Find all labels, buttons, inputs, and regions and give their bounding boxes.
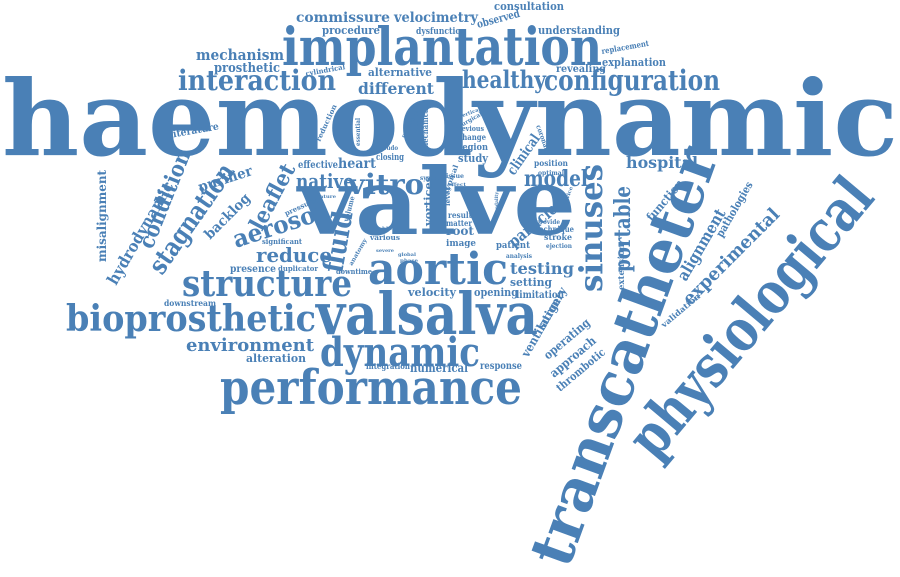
word-optimal: optimal (538, 170, 565, 177)
word-velocity: velocity (407, 286, 457, 299)
word-downtime: downtime (336, 267, 373, 276)
word-nature: nature (316, 194, 336, 200)
word-configuration: configuration (544, 64, 720, 97)
word-response: response (480, 361, 522, 372)
word-interaction: interaction (178, 64, 336, 97)
word-root: root (446, 224, 474, 238)
word-replacement: replacement (601, 38, 650, 56)
word-dysfunction: dysfunction (416, 27, 466, 37)
word-vitro: vitro (347, 168, 424, 201)
word-essential: essential (355, 117, 362, 146)
word-heart: heart (338, 156, 376, 172)
word-severe: severe (376, 248, 394, 254)
word-consultation: consultation (494, 0, 564, 13)
word-valve: valve (296, 148, 576, 256)
word-change: change (458, 132, 486, 142)
word-mechanism: mechanism (196, 46, 284, 64)
word-integration: integration (366, 361, 410, 371)
word-numerical: numerical (410, 361, 468, 375)
word-revealing: revealing (556, 64, 606, 75)
word-ejection: ejection (546, 243, 573, 250)
word-effective: effective (298, 160, 338, 171)
word-reduce: reduce (256, 243, 332, 267)
word-understanding: understanding (538, 24, 620, 37)
word-potential: potential (413, 107, 420, 134)
word-region: region (458, 143, 488, 153)
word-result: result (448, 210, 472, 220)
word-significant: significant (262, 237, 303, 246)
word-image: image (446, 239, 476, 249)
word-dynamic: dynamic (320, 329, 480, 376)
word-explanation: explanation (602, 56, 666, 69)
word-stroke: stroke (544, 232, 572, 242)
word-misalignment: misalignment (95, 170, 109, 262)
word-system: system (420, 175, 443, 182)
word-commissure: commissure (296, 10, 390, 26)
word-structure: structure (182, 263, 352, 305)
word-phase: phase (400, 258, 418, 264)
word-healthy: healthy (462, 65, 547, 94)
word-procedure: procedure (322, 24, 380, 37)
word-sinuses: sinuses (572, 164, 610, 292)
word-extension: extension (616, 244, 626, 290)
word-issue: issue (446, 173, 464, 180)
word-previous: previous (454, 124, 484, 133)
word-downstream: downstream (164, 298, 216, 308)
word-effect: effect (448, 182, 467, 188)
word-presence: presence (230, 264, 276, 275)
word-portable: portable (610, 186, 636, 272)
word-patient: patient (496, 241, 531, 251)
word-testing: testing (510, 259, 574, 278)
word-velocimetry: velocimetry (393, 10, 479, 26)
word-level: level (445, 187, 452, 206)
word-opening: opening (474, 286, 518, 299)
word-provide: provide (536, 219, 560, 226)
word-bioprosthetic: bioprosthetic (66, 298, 316, 340)
word-aortic: aortic (368, 244, 508, 295)
word-blood: blood (382, 226, 401, 232)
word-duplicator: duplicator (278, 264, 318, 273)
word-implantation: implantation (282, 17, 602, 78)
word-native: native (296, 169, 354, 193)
word-environment: environment (186, 335, 315, 356)
word-study: study (458, 152, 489, 165)
word-hospital: hospital (626, 153, 698, 172)
word-closing: closing (376, 153, 405, 163)
word-analysis: analysis (506, 253, 533, 260)
word-vortices: vortices (422, 176, 435, 227)
word-haemodynamic: haemodynamic (2, 57, 898, 180)
word-alteration: alteration (246, 352, 306, 365)
word-prosthetic: prosthetic (214, 61, 280, 76)
word-different: different (358, 79, 435, 98)
word-limitation: limitation (516, 290, 565, 301)
word-valsalva: valsalva (314, 280, 538, 348)
word-alternative: alternative (368, 66, 432, 79)
word-setting: setting (510, 276, 552, 289)
word-model: model (524, 166, 588, 192)
word-performance: performance (220, 360, 522, 416)
word-matter: matter (446, 218, 473, 228)
word-mechanical: mechanical (420, 106, 430, 150)
word-technique: technique (536, 224, 574, 234)
word-position: position (534, 158, 568, 168)
word-pseudo: pseudo (376, 145, 398, 152)
word-modality: modality (494, 191, 500, 214)
word-various: various (369, 233, 400, 242)
word-global: global (398, 252, 416, 258)
